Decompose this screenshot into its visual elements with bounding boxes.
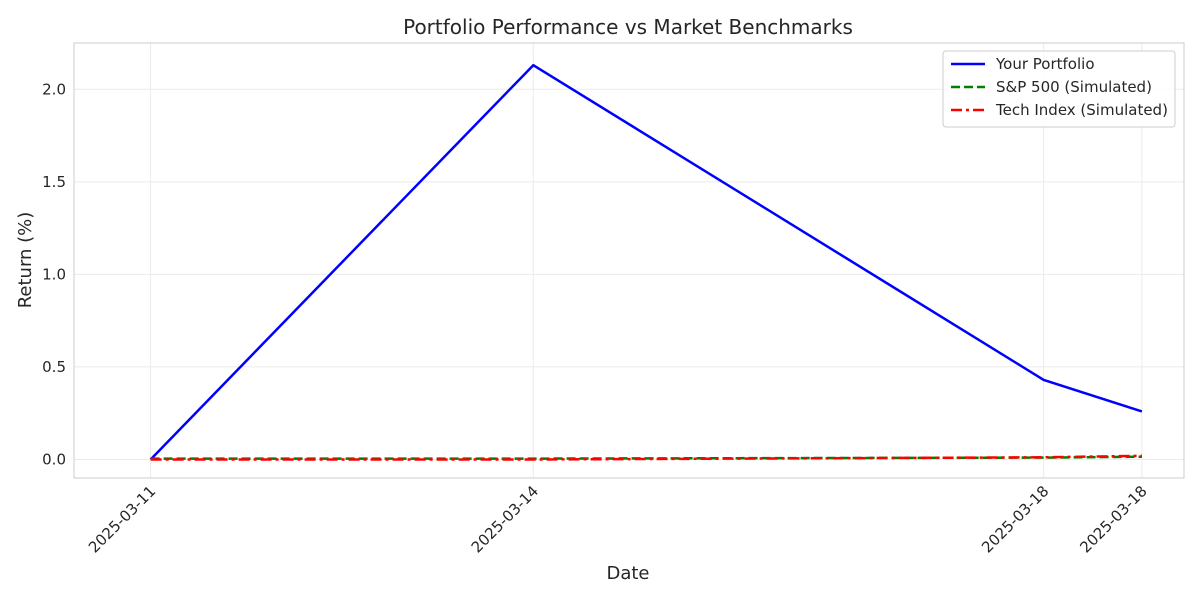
- series-layer: [149, 63, 1143, 461]
- x-tick-label: 2025-03-18: [978, 482, 1052, 556]
- y-axis-ticks: 0.0 0.5 1.0 1.5 2.0: [42, 80, 66, 468]
- x-tick-label: 2025-03-11: [85, 482, 159, 556]
- y-tick-label: 0.5: [42, 358, 66, 376]
- chart-title: Portfolio Performance vs Market Benchmar…: [403, 15, 853, 39]
- series-line-1: [150, 455, 1142, 460]
- legend-label: S&P 500 (Simulated): [996, 78, 1152, 96]
- y-axis-title: Return (%): [15, 212, 36, 309]
- x-axis-ticks: 2025-03-11 2025-03-14 2025-03-18 2025-03-18: [85, 482, 1151, 556]
- y-tick-label: 1.0: [42, 265, 66, 283]
- plot-area-frame: [73, 42, 1185, 479]
- x-tick-label: 2025-03-14: [468, 482, 542, 556]
- grid-layer: [74, 43, 1184, 478]
- x-tick-label: 2025-03-18: [1076, 482, 1150, 556]
- legend-label: Tech Index (Simulated): [995, 101, 1168, 119]
- legend: Your Portfolio S&P 500 (Simulated) Tech In…: [942, 50, 1176, 128]
- x-axis-title: Date: [606, 563, 649, 584]
- y-tick-label: 2.0: [42, 80, 66, 98]
- series-line-2: [150, 454, 1142, 461]
- series-line-0: [149, 63, 1143, 461]
- y-tick-label: 0.0: [42, 450, 66, 468]
- legend-label: Your Portfolio: [995, 55, 1095, 73]
- legend-box: [942, 50, 1176, 128]
- y-tick-label: 1.5: [42, 173, 66, 191]
